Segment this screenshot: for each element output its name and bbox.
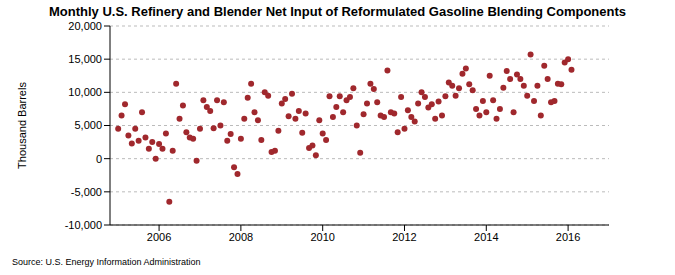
svg-text:2012: 2012 [392, 231, 416, 243]
svg-text:15,000: 15,000 [68, 53, 102, 65]
svg-text:-5,000: -5,000 [71, 186, 102, 198]
svg-text:-10,000: -10,000 [65, 219, 102, 231]
html-text:Monthly U.S. Refinery and Blen: Monthly U.S. Refinery and Blender Net In… [49, 4, 626, 19]
svg-text:2008: 2008 [229, 231, 253, 243]
svg-text:0: 0 [96, 153, 102, 165]
svg-text:5,000: 5,000 [74, 119, 102, 131]
svg-text:20,000: 20,000 [68, 20, 102, 32]
html-text:Source: U.S. Energy Informatio: Source: U.S. Energy Information Administ… [12, 257, 201, 267]
svg-text:2016: 2016 [556, 231, 580, 243]
svg-text:2006: 2006 [147, 231, 171, 243]
svg-text:2010: 2010 [310, 231, 334, 243]
svg-text:2014: 2014 [474, 231, 498, 243]
svg-text:Thousand Barrels: Thousand Barrels [16, 82, 28, 169]
svg-text:10,000: 10,000 [68, 86, 102, 98]
